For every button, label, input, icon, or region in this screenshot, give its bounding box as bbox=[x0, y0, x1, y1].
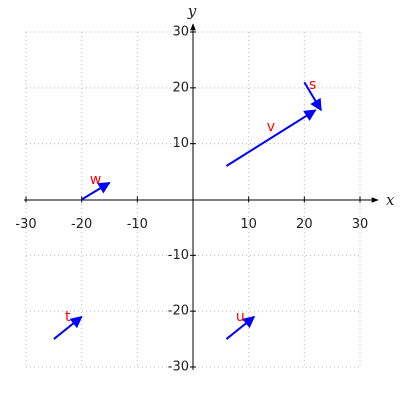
x-tick-label: -30 bbox=[15, 217, 36, 232]
vector-label: s bbox=[309, 77, 316, 93]
x-tick-label: 10 bbox=[240, 217, 257, 232]
x-tick-label: -10 bbox=[127, 217, 148, 232]
vector-label: u bbox=[236, 309, 245, 325]
y-tick-label: 10 bbox=[172, 136, 189, 151]
vector bbox=[53, 315, 83, 340]
x-tick-label: -20 bbox=[71, 217, 92, 232]
vector-label: w bbox=[90, 172, 101, 188]
y-tick-label: -20 bbox=[168, 304, 189, 319]
x-tick-label: 30 bbox=[352, 217, 369, 232]
y-tick-label: 30 bbox=[172, 25, 189, 40]
y-tick-label: -10 bbox=[168, 248, 189, 263]
y-tick-label: 20 bbox=[172, 80, 189, 95]
vector bbox=[81, 181, 111, 201]
y-axis-label: y bbox=[187, 2, 197, 20]
vector bbox=[225, 315, 256, 340]
vector-label: t bbox=[65, 309, 71, 325]
x-axis-label: x bbox=[386, 191, 395, 209]
x-tick-label: 20 bbox=[296, 217, 313, 232]
vector-label: v bbox=[267, 119, 275, 135]
vector bbox=[225, 109, 317, 167]
vector bbox=[303, 81, 322, 112]
y-tick-label: -30 bbox=[168, 360, 189, 375]
